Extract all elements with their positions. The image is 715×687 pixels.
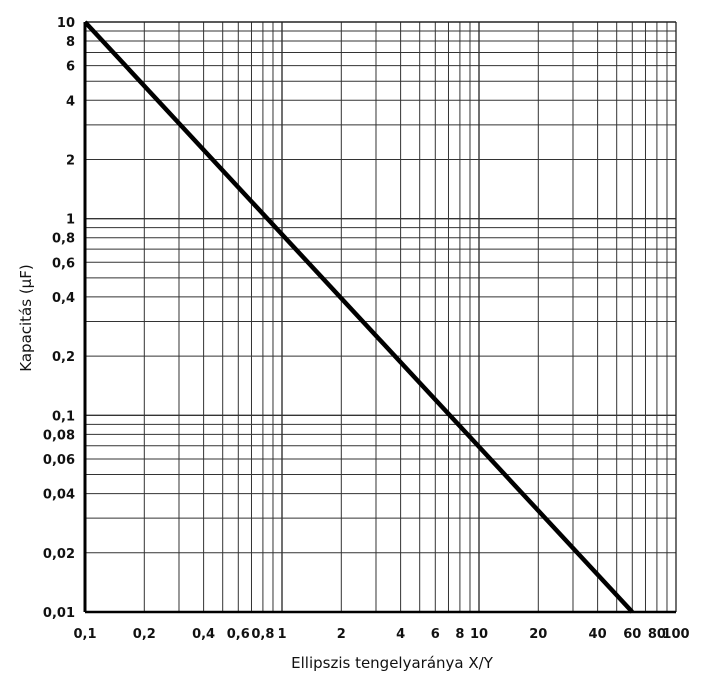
y-tick-label: 0,01 — [43, 606, 75, 621]
series-line — [83, 20, 634, 614]
y-tick-label: 0,8 — [52, 232, 75, 247]
y-tick-label: 0,4 — [52, 291, 75, 306]
x-tick-label: 20 — [529, 627, 547, 642]
y-tick-label: 0,08 — [43, 428, 75, 443]
grid — [83, 21, 677, 614]
x-tick-label: 40 — [589, 627, 607, 642]
y-tick-label: 0,6 — [52, 256, 75, 271]
y-tick-label: 6 — [66, 60, 75, 75]
x-tick-label: 10 — [470, 627, 488, 642]
x-tick-label: 0,1 — [73, 627, 96, 642]
x-tick-label: 60 — [623, 627, 641, 642]
x-tick-label: 1 — [277, 627, 286, 642]
y-tick-label: 0,02 — [43, 547, 75, 562]
x-tick-label: 0,4 — [192, 627, 215, 642]
y-tick-label: 8 — [66, 35, 75, 50]
x-tick-label: 0,2 — [133, 627, 156, 642]
x-tick-label: 6 — [431, 627, 440, 642]
y-tick-label: 0,06 — [43, 453, 75, 468]
y-tick-label: 2 — [66, 153, 75, 168]
x-tick-label: 0,8 — [251, 627, 274, 642]
x-tick-label: 8 — [455, 627, 464, 642]
x-tick-label: 0,6 — [227, 627, 250, 642]
x-tick-label: 100 — [662, 627, 689, 642]
y-tick-label: 0,1 — [52, 409, 75, 424]
y-tick-label: 10 — [57, 16, 75, 31]
y-axis-title: Kapacitás (μF) — [17, 264, 35, 371]
y-tick-labels: 10 8 6 4 2 1 0,8 0,6 0,4 0,2 0,1 0,08 0,06 0,04 0,02 0,… — [43, 16, 75, 621]
x-axis-title: Ellipszis tengelyaránya X/Y — [291, 654, 494, 672]
series — [83, 20, 634, 614]
y-tick-label: 0,2 — [52, 350, 75, 365]
y-tick-label: 0,04 — [43, 488, 75, 503]
x-tick-label: 2 — [337, 627, 346, 642]
y-tick-label: 4 — [66, 94, 75, 109]
x-tick-label: 80 — [648, 627, 666, 642]
x-tick-label: 4 — [396, 627, 405, 642]
y-tick-label: 1 — [66, 213, 75, 228]
